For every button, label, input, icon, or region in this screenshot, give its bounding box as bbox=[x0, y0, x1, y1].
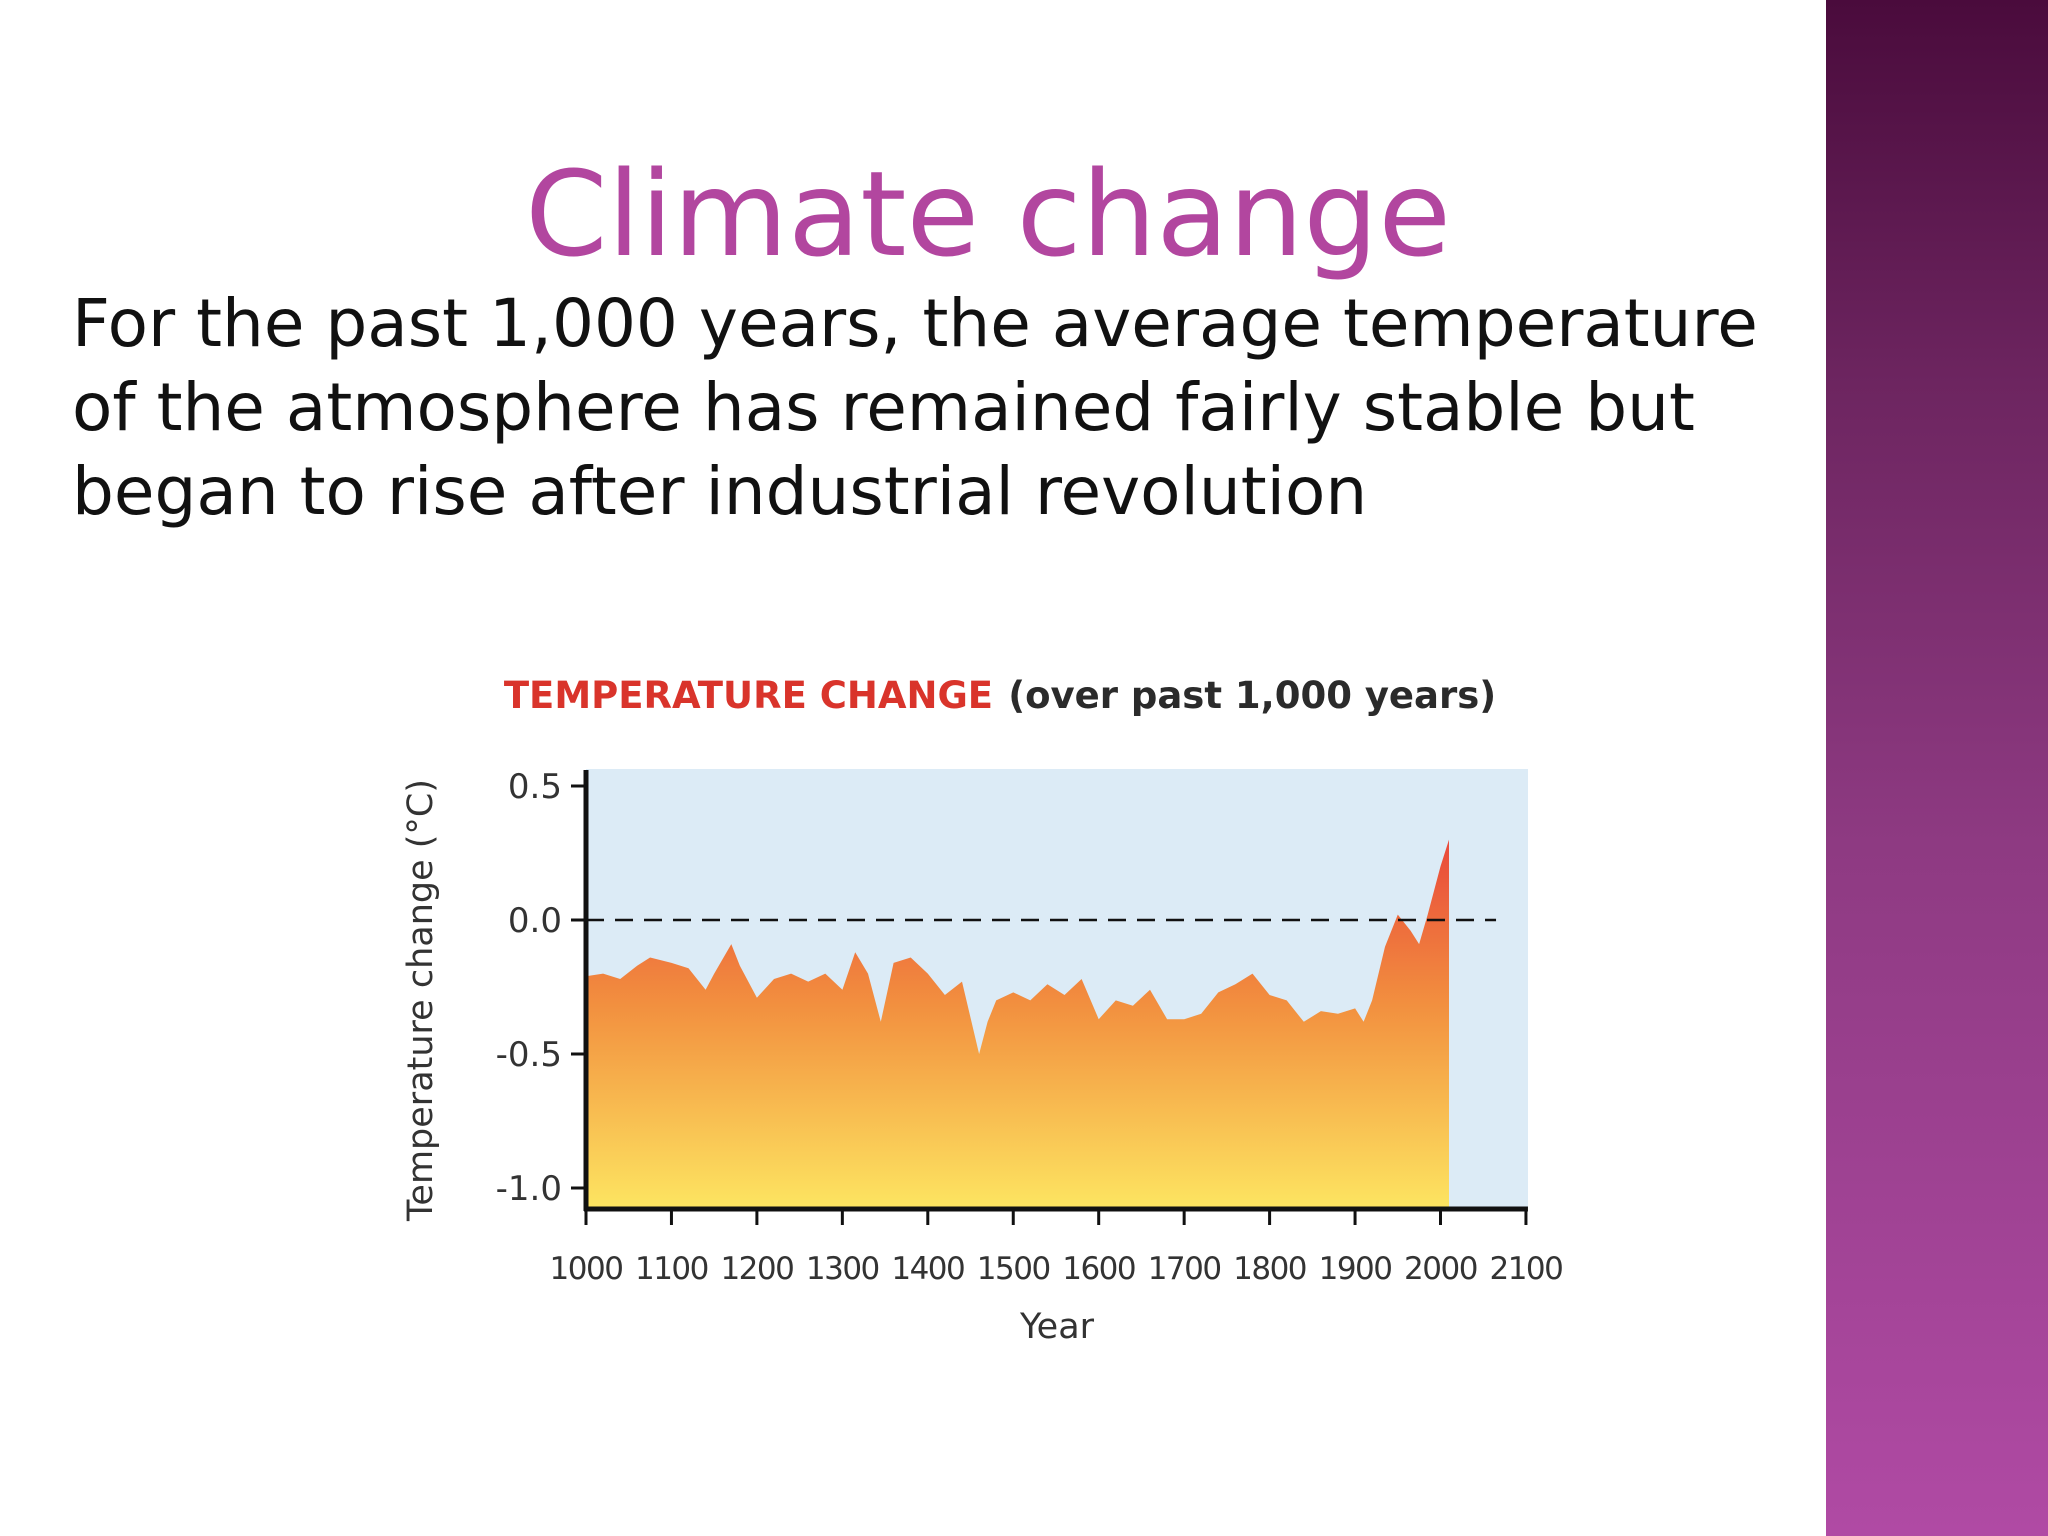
x-axis-label: Year bbox=[1019, 1307, 1095, 1347]
chart-title: TEMPERATURE CHANGE (over past 1,000 year… bbox=[504, 674, 1496, 717]
temperature-area-series bbox=[586, 839, 1449, 1209]
x-tick-label: 1000 bbox=[550, 1251, 623, 1287]
y-tick-label: -0.5 bbox=[496, 1035, 562, 1075]
x-tick-label: 1300 bbox=[806, 1251, 879, 1287]
x-tick-label: 1800 bbox=[1233, 1251, 1306, 1287]
y-tick-label: 0.5 bbox=[508, 767, 562, 807]
x-tick-label: 1600 bbox=[1062, 1251, 1135, 1287]
x-tick-label: 2000 bbox=[1404, 1251, 1477, 1287]
y-tick-label: 0.0 bbox=[508, 901, 562, 941]
axes bbox=[571, 770, 1528, 1225]
slide-body-text: For the past 1,000 years, the average te… bbox=[72, 285, 1758, 530]
x-tick-labels: 1000 1100 1200 1300 1400 1500 1600 1700 1800 1900… bbox=[550, 1251, 1564, 1287]
y-tick-labels: 0.5 0.0 -0.5 -1.0 bbox=[496, 767, 562, 1209]
slide-title: Climate change bbox=[525, 145, 1451, 283]
x-tick-label: 2100 bbox=[1489, 1251, 1562, 1287]
x-tick-label: 1500 bbox=[977, 1251, 1050, 1287]
x-tick-label: 1700 bbox=[1148, 1251, 1221, 1287]
y-axis-label: Temperature change (°C) bbox=[401, 779, 441, 1222]
y-tick-label: -1.0 bbox=[496, 1169, 562, 1209]
x-tick-label: 1400 bbox=[891, 1251, 964, 1287]
x-tick-label: 1100 bbox=[635, 1251, 708, 1287]
decorative-sidebar bbox=[1826, 0, 2048, 1536]
x-tick-label: 1200 bbox=[720, 1251, 793, 1287]
chart-subtitle: (over past 1,000 years) bbox=[1008, 674, 1496, 717]
area-layer bbox=[586, 839, 1449, 1209]
x-tick-label: 1900 bbox=[1319, 1251, 1392, 1287]
chart-title-main: TEMPERATURE CHANGE bbox=[504, 674, 993, 717]
